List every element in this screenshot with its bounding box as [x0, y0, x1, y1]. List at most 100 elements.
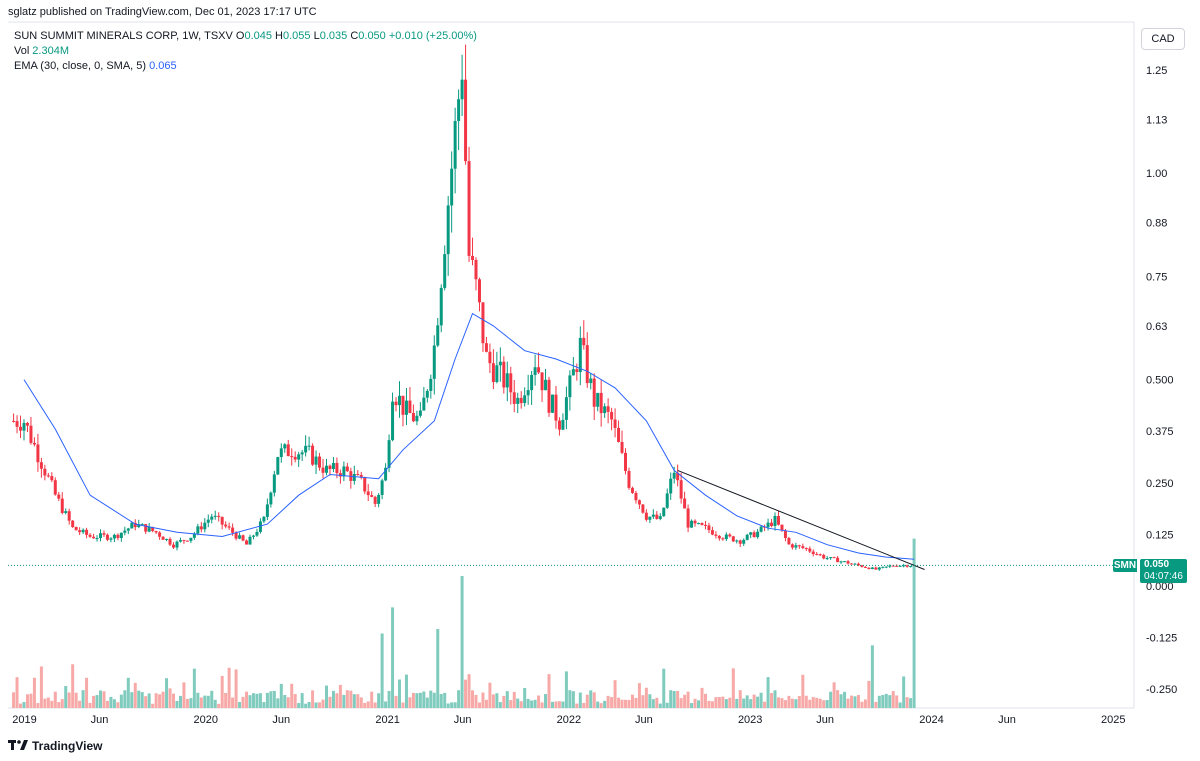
- ema-row[interactable]: EMA (30, close, 0, SMA, 5) 0.065: [14, 59, 477, 74]
- candle-body: [105, 534, 109, 540]
- candle-body: [241, 535, 245, 541]
- volume-bar: [363, 702, 367, 708]
- candle-body: [92, 536, 96, 539]
- volume-bar: [276, 698, 280, 708]
- ohlc-low: L0.035: [313, 30, 348, 42]
- volume-bar: [728, 697, 732, 708]
- candle-body: [484, 343, 488, 352]
- volume-bar: [370, 691, 374, 708]
- volume-bar: [248, 695, 252, 708]
- volume-bar: [544, 693, 548, 708]
- volume-bar: [342, 694, 346, 708]
- currency-button[interactable]: CAD: [1141, 28, 1185, 50]
- candle-body: [210, 516, 214, 520]
- candle-body: [856, 563, 860, 566]
- volume-bar: [245, 691, 249, 708]
- volume-bar: [752, 694, 756, 708]
- candle-body: [324, 465, 328, 473]
- volume-bar: [634, 697, 638, 708]
- candle-body: [338, 473, 342, 477]
- volume-bar: [352, 694, 356, 708]
- candle-body: [384, 467, 388, 481]
- candle-body: [655, 514, 659, 519]
- candle-body: [439, 287, 443, 326]
- volume-bar: [471, 690, 475, 708]
- candle-body: [509, 373, 513, 393]
- candle-body: [272, 474, 276, 493]
- candle-body: [165, 538, 169, 540]
- volume-bar: [693, 698, 697, 708]
- volume-bar: [272, 690, 276, 708]
- candle-body: [102, 533, 106, 535]
- candle-body: [293, 456, 297, 460]
- candle-body: [870, 567, 874, 570]
- symbol-line[interactable]: SUN SUMMIT MINERALS CORP, 1W, TSXV: [14, 30, 233, 42]
- volume-bar: [905, 697, 909, 708]
- x-tick-label: Jun: [91, 714, 109, 726]
- candle-body: [283, 444, 287, 449]
- candle-body: [867, 567, 871, 570]
- volume-bar: [787, 695, 791, 708]
- candle-body: [457, 99, 461, 121]
- candle-body: [846, 561, 850, 564]
- candle-body: [144, 524, 148, 532]
- candle-body: [544, 379, 548, 391]
- candle-body: [50, 476, 54, 481]
- volume-bar: [898, 702, 902, 708]
- volume-bar: [175, 700, 179, 708]
- volume-bar: [411, 692, 415, 708]
- candle-body: [860, 565, 864, 567]
- volume-bar: [679, 698, 683, 708]
- candle-body: [318, 456, 322, 468]
- candle-body: [780, 524, 784, 531]
- volume-bar: [335, 693, 339, 708]
- candle-body: [123, 530, 127, 533]
- candle-body: [724, 534, 728, 540]
- candle-body: [359, 474, 363, 478]
- volume-bar: [123, 690, 127, 708]
- volume-bar: [168, 688, 172, 708]
- candle-body: [585, 345, 589, 384]
- candle-body: [641, 504, 645, 513]
- candle-body: [825, 558, 829, 560]
- volume-bar: [53, 691, 57, 708]
- chart-legend: SUN SUMMIT MINERALS CORP, 1W, TSXV O0.04…: [14, 29, 477, 74]
- candle-body: [731, 536, 735, 542]
- volume-bar: [206, 695, 210, 708]
- volume-bar: [297, 703, 301, 708]
- candle-body: [512, 392, 516, 404]
- volume-bar: [165, 678, 169, 708]
- candle-body: [756, 531, 760, 538]
- candle-body: [836, 557, 840, 563]
- candle-body: [217, 515, 221, 517]
- volume-bar: [582, 702, 586, 708]
- volume-bar: [12, 692, 16, 708]
- volume-bar: [126, 677, 130, 708]
- volume-bar: [279, 683, 283, 708]
- volume-bar: [839, 694, 843, 708]
- volume-bar: [547, 674, 551, 708]
- candle-body: [613, 419, 617, 428]
- volume-bar: [74, 692, 78, 708]
- candle-body: [898, 565, 902, 567]
- volume-bar: [32, 677, 36, 708]
- candle-body: [564, 397, 568, 420]
- candle-body: [471, 255, 475, 260]
- ohlc-high: H0.055: [275, 30, 311, 42]
- volume-bar: [331, 690, 335, 708]
- volume-bar: [234, 669, 238, 708]
- volume-bar: [686, 691, 690, 708]
- volume-bar: [258, 693, 262, 708]
- brand[interactable]: TradingView: [8, 739, 102, 753]
- candle-body: [15, 421, 19, 427]
- candle-body: [554, 394, 558, 421]
- ema-value: 0.065: [149, 60, 177, 72]
- candle-body: [391, 401, 395, 441]
- candle-body: [352, 474, 356, 481]
- candle-body: [95, 538, 99, 540]
- volume-row[interactable]: Vol 2.304M: [14, 44, 477, 59]
- candle-body: [808, 548, 812, 552]
- candle-body: [422, 397, 426, 411]
- published-line: sglatz published on TradingView.com, Dec…: [8, 6, 317, 18]
